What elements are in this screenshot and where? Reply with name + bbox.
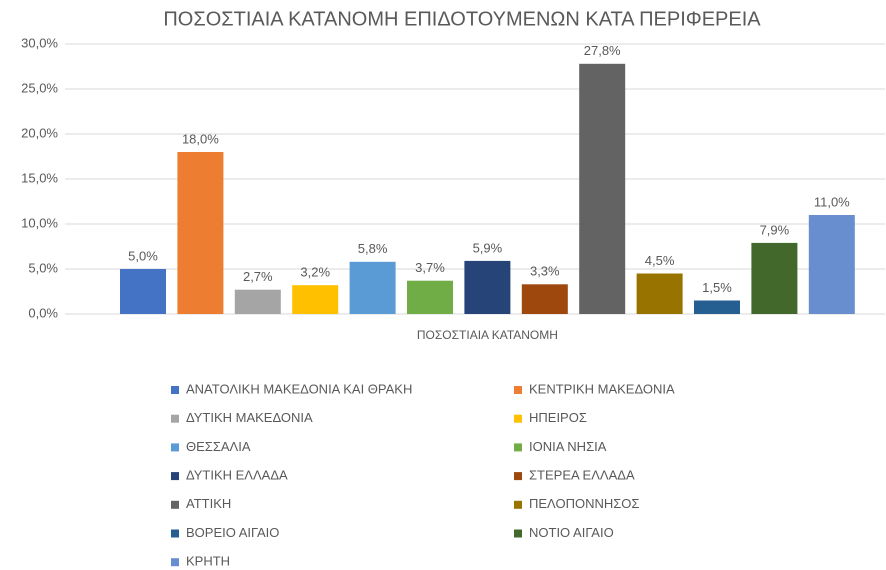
legend-swatch	[171, 472, 179, 481]
legend-swatch	[514, 529, 522, 538]
legend-label: ΑΝΑΤΟΛΙΚΗ ΜΑΚΕΔΟΝΙΑ ΚΑΙ ΘΡΑΚΗ	[186, 381, 412, 396]
bar	[751, 242, 798, 314]
data-label: 5,9%	[473, 240, 503, 255]
data-label: 11,0%	[814, 194, 850, 209]
bar	[407, 280, 453, 314]
legend-label: ΚΕΝΤΡΙΚΗ ΜΑΚΕΔΟΝΙΑ	[529, 381, 675, 396]
legend-label: ΒΟΡΕΙΟ ΑΙΓΑΙΟ	[186, 525, 279, 540]
data-label: 5,0%	[128, 248, 158, 263]
legend-swatch	[514, 472, 522, 481]
data-label: 3,3%	[530, 264, 560, 279]
data-label: 3,7%	[415, 260, 445, 275]
bar	[292, 285, 339, 314]
legend-label: ΝΟΤΙΟ ΑΙΓΑΙΟ	[529, 525, 614, 540]
data-label: 5,8%	[358, 241, 388, 256]
legend-swatch	[171, 443, 179, 452]
y-tick-label: 0,0%	[28, 305, 58, 320]
data-label: 27,8%	[584, 43, 621, 58]
legend-label: ΙΟΝΙΑ ΝΗΣΙΑ	[529, 439, 607, 454]
y-tick-label: 25,0%	[21, 80, 58, 95]
legend-label: ΣΤΕΡΕΑ ΕΛΛΑΔΑ	[529, 468, 635, 483]
legend-swatch	[171, 529, 179, 538]
bar	[120, 269, 166, 314]
y-tick-label: 15,0%	[21, 170, 58, 185]
legend-label: ΑΤΤΙΚΗ	[186, 496, 231, 511]
bar	[694, 300, 740, 314]
legend-swatch	[171, 414, 179, 423]
legend-label: ΚΡΗΤΗ	[186, 554, 230, 569]
chart-title: ΠΟΣΟΣΤΙΑΙΑ ΚΑΤΑΝΟΜΗ ΕΠΙΔΟΤΟΥΜΕΝΩΝ ΚΑΤΑ Π…	[163, 8, 761, 30]
legend-swatch	[171, 500, 179, 509]
bar	[808, 215, 855, 314]
bar	[464, 260, 511, 314]
legend-label: ΔΥΤΙΚΗ ΕΛΛΑΔΑ	[186, 468, 288, 483]
y-tick-label: 20,0%	[21, 125, 58, 140]
legend-label: ΠΕΛΟΠΟΝΝΗΣΟΣ	[529, 496, 639, 511]
data-label: 1,5%	[702, 280, 732, 295]
bar	[579, 63, 626, 314]
legend-swatch	[514, 443, 522, 452]
y-tick-label: 5,0%	[28, 260, 58, 275]
legend-swatch	[514, 500, 522, 509]
y-tick-label: 30,0%	[21, 35, 58, 50]
bar	[521, 284, 568, 314]
legend-swatch	[514, 414, 522, 423]
bar	[234, 289, 281, 314]
legend-swatch	[171, 558, 179, 567]
data-label: 7,9%	[760, 222, 790, 237]
bar	[177, 152, 224, 314]
legend-label: ΗΠΕΙΡΟΣ	[529, 410, 587, 425]
data-label: 18,0%	[182, 131, 219, 146]
legend-swatch	[514, 386, 522, 394]
legend-label: ΔΥΤΙΚΗ ΜΑΚΕΔΟΝΙΑ	[186, 410, 313, 425]
data-label: 3,2%	[300, 265, 330, 280]
data-label: 4,5%	[645, 253, 675, 268]
y-tick-label: 10,0%	[21, 215, 58, 230]
x-tick-label: ΠΟΣΟΣΤΙΑΙΑ ΚΑΤΑΝΟΜΗ	[417, 328, 558, 342]
bar	[349, 261, 396, 314]
legend-label: ΘΕΣΣΑΛΙΑ	[186, 439, 251, 454]
data-label: 2,7%	[243, 269, 273, 284]
bar	[636, 273, 683, 314]
legend-swatch	[171, 386, 179, 394]
